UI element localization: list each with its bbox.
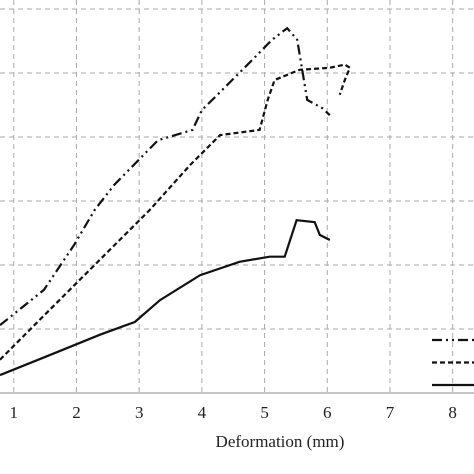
series-line [0,26,331,327]
series-line [0,63,352,361]
x-tick-label: 6 [323,403,332,422]
x-tick-label: 1 [10,403,19,422]
series-line [0,219,331,377]
x-tick-label: 3 [135,403,144,422]
x-tick-label: 5 [260,403,269,422]
x-tick-label: 8 [448,403,457,422]
x-tick-label: 7 [386,403,395,422]
x-tick-label: 2 [72,403,81,422]
x-axis-title: Deformation (mm) [216,432,345,451]
x-tick-label: 4 [198,403,207,422]
